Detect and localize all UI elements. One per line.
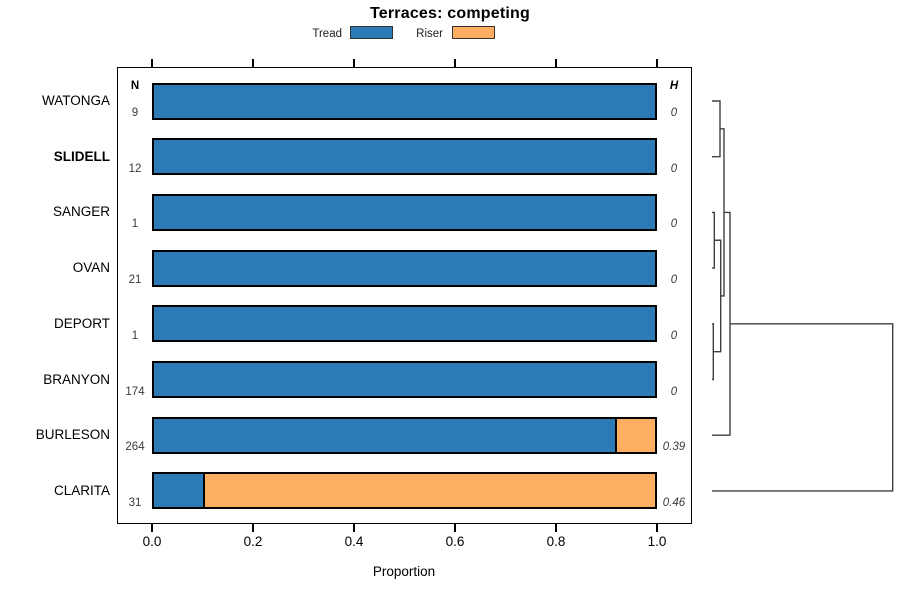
n-value: 174: [125, 385, 145, 398]
x-axis-tick-bottom: [353, 524, 355, 532]
x-axis-tick-bottom: [252, 524, 254, 532]
row-label-ovan: OVAN: [72, 260, 110, 276]
stacked-bar-branyon: [152, 361, 657, 398]
riser-segment: [614, 418, 655, 452]
x-axis-tick-top: [151, 59, 153, 67]
legend-label-riser: Riser: [416, 28, 443, 40]
h-value: 0: [670, 107, 678, 119]
n-value: 1: [131, 329, 139, 342]
dendrogram-branch: [712, 100, 721, 158]
dendrogram-branch: [712, 323, 714, 381]
x-axis-tick-bottom: [151, 524, 153, 532]
n-value: 21: [128, 274, 142, 287]
n-value: 1: [131, 218, 139, 231]
dendrogram-branch: [712, 323, 894, 492]
x-axis-tick-top: [252, 59, 254, 67]
n-column-header: N: [130, 80, 140, 92]
tread-segment: [154, 418, 615, 452]
n-value: 264: [125, 441, 145, 454]
legend-label-tread: Tread: [312, 28, 342, 40]
stacked-bar-sanger: [152, 193, 657, 231]
h-value: 0: [670, 218, 678, 231]
chart-title: Terraces: competing: [370, 5, 530, 22]
stacked-bar-slidell: [152, 138, 657, 176]
row-label-burleson: BURLESON: [35, 427, 110, 443]
x-axis-tick-bottom: [555, 524, 557, 532]
tread-segment: [154, 307, 655, 341]
riser-segment: [202, 474, 655, 508]
x-axis-tick-label: 0.0: [142, 534, 162, 549]
stacked-bar-ovan: [152, 249, 657, 287]
h-value: 0.46: [662, 496, 686, 509]
x-axis-tick-label: 0.2: [243, 534, 263, 549]
tread-segment: [154, 84, 655, 118]
h-column-header: H: [669, 80, 679, 92]
legend-swatch-riser: [452, 26, 495, 39]
legend-swatch-tread: [350, 26, 393, 39]
n-value: 12: [128, 162, 142, 175]
h-value: 0: [670, 329, 678, 342]
h-value: 0: [670, 162, 678, 175]
x-axis-label: Proportion: [372, 564, 436, 579]
row-label-watonga: WATONGA: [41, 93, 110, 108]
x-axis-tick-label: 0.4: [344, 534, 364, 549]
stacked-bar-clarita: [152, 472, 657, 510]
h-value: 0.39: [662, 441, 686, 454]
row-label-clarita: CLARITA: [53, 482, 110, 498]
x-axis-tick-top: [353, 59, 355, 67]
x-axis-tick-label: 0.8: [546, 534, 566, 549]
tread-segment: [154, 251, 655, 285]
x-axis-tick-top: [555, 59, 557, 67]
x-axis-tick-top: [656, 59, 658, 67]
row-label-branyon: BRANYON: [43, 371, 110, 387]
x-axis-tick-label: 1.0: [647, 534, 667, 549]
stacked-bar-burleson: [152, 416, 657, 454]
h-value: 0: [670, 385, 678, 398]
row-label-sanger: SANGER: [52, 204, 110, 220]
dendrogram-branch: [712, 211, 715, 269]
tread-segment: [154, 474, 203, 508]
row-label-slidell: SLIDELL: [53, 148, 110, 164]
n-value: 9: [131, 107, 139, 119]
stacked-bar-deport: [152, 305, 657, 343]
h-value: 0: [670, 274, 678, 287]
tread-segment: [154, 363, 655, 396]
x-axis-tick-label: 0.6: [445, 534, 465, 549]
plot-box: [117, 67, 692, 524]
x-axis-tick-bottom: [454, 524, 456, 532]
n-value: 31: [128, 496, 142, 509]
tread-segment: [154, 195, 655, 229]
x-axis-tick-bottom: [656, 524, 658, 532]
stacked-bar-watonga: [152, 82, 657, 120]
x-axis-tick-top: [454, 59, 456, 67]
tread-segment: [154, 140, 655, 174]
row-label-deport: DEPORT: [53, 315, 110, 331]
